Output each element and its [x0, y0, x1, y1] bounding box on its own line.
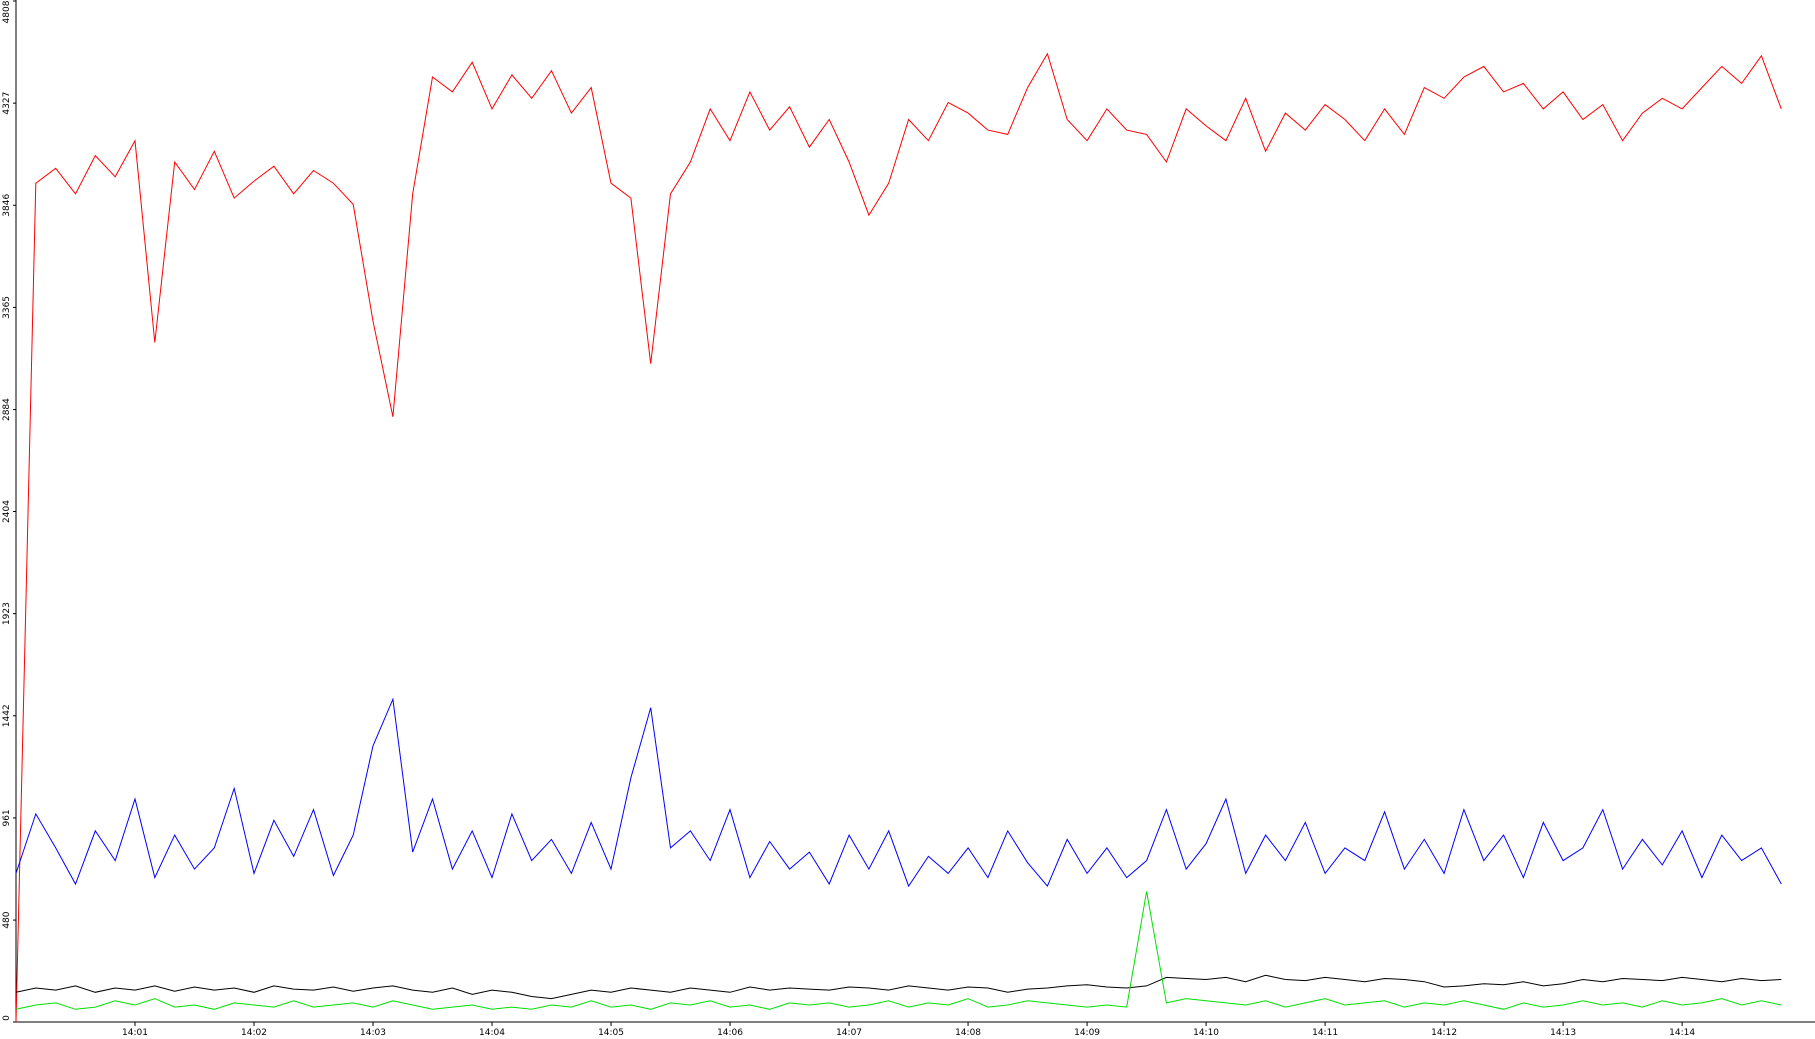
y-tick-label: 1442: [2, 704, 12, 727]
y-tick-label: 1923: [2, 602, 12, 625]
series-line: [15, 52, 1782, 1023]
x-tick-label: 14:11: [1312, 1028, 1338, 1038]
y-tick-label: 0: [2, 1015, 12, 1021]
x-tick-label: 14:01: [122, 1028, 148, 1038]
x-tick-label: 14:13: [1550, 1028, 1576, 1038]
series-line: [15, 891, 1782, 1010]
x-tick-label: 14:07: [836, 1028, 862, 1038]
x-tick-label: 14:08: [955, 1028, 981, 1038]
x-tick-label: 14:06: [717, 1028, 743, 1038]
y-tick-label: 4808: [2, 0, 12, 23]
y-tick-label: 3365: [2, 296, 12, 319]
x-tick-label: 14:02: [241, 1028, 267, 1038]
x-tick-label: 14:04: [479, 1028, 505, 1038]
y-tick-label: 4327: [2, 92, 12, 115]
y-tick-label: 2884: [2, 398, 12, 421]
y-tick-label: 480: [2, 911, 12, 928]
y-tick-label: 961: [2, 809, 12, 826]
x-tick-label: 14:05: [598, 1028, 624, 1038]
x-tick-label: 14:14: [1669, 1028, 1695, 1038]
y-tick-label: 3846: [2, 194, 12, 217]
x-tick-label: 14:09: [1074, 1028, 1100, 1038]
x-tick-label: 14:10: [1193, 1028, 1219, 1038]
y-tick-label: 2404: [2, 500, 12, 523]
series-line: [15, 697, 1782, 888]
x-tick-label: 14:03: [360, 1028, 386, 1038]
series-line: [15, 974, 1782, 1000]
x-tick-label: 14:12: [1431, 1028, 1457, 1038]
